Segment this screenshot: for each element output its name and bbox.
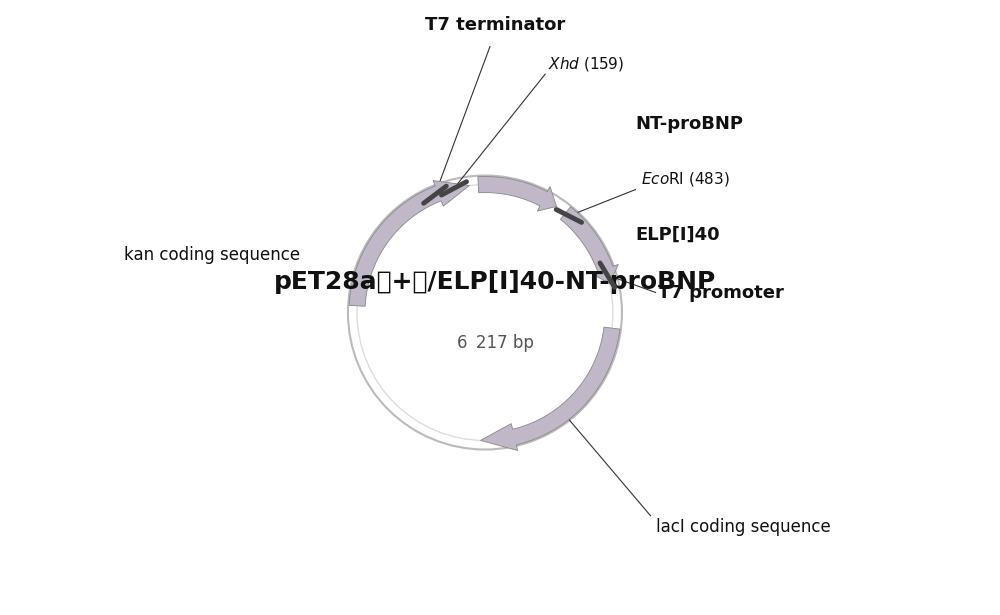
Text: T7 promoter: T7 promoter [658, 285, 784, 303]
Text: 6 217 bp: 6 217 bp [457, 333, 533, 352]
Text: pET28a（+）/ELP[I]40-NT-proBNP: pET28a（+）/ELP[I]40-NT-proBNP [274, 271, 716, 295]
Text: NT-proBNP: NT-proBNP [635, 116, 743, 133]
Text: kan coding sequence: kan coding sequence [124, 246, 300, 264]
Text: ELP[I]40: ELP[I]40 [635, 226, 720, 244]
Polygon shape [480, 327, 620, 450]
Text: $\it{Xh}$$\it{d}$ (159): $\it{Xh}$$\it{d}$ (159) [548, 55, 624, 73]
Text: $\it{Eco}$RI (483): $\it{Eco}$RI (483) [641, 170, 729, 188]
Text: lacI coding sequence: lacI coding sequence [656, 518, 830, 536]
Polygon shape [560, 207, 618, 284]
Text: T7 terminator: T7 terminator [425, 16, 565, 34]
Polygon shape [349, 181, 469, 306]
Polygon shape [478, 177, 557, 211]
